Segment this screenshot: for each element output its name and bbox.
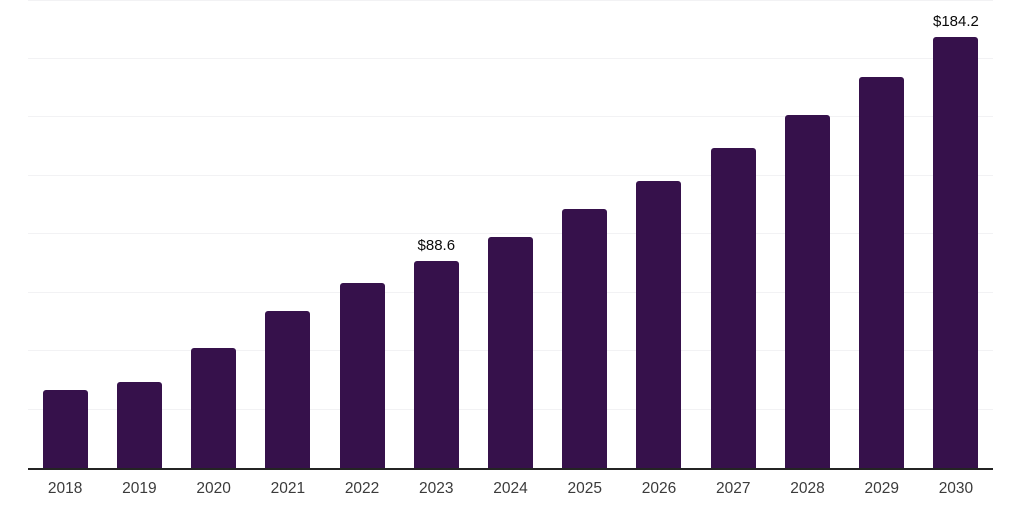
bar-slot (845, 0, 919, 468)
x-tick-label: 2024 (493, 480, 528, 497)
bar-value-label: $184.2 (932, 13, 979, 30)
x-tick-label: 2018 (47, 480, 83, 497)
bar-2026 (636, 181, 682, 468)
x-tick-label: 2027 (715, 480, 751, 497)
bar-slot: $184.2 (919, 0, 993, 468)
bar-2028 (784, 115, 830, 468)
bar-2018 (42, 389, 88, 468)
x-tick-label: 2026 (641, 480, 677, 497)
x-axis-labels: 2018 2019 2020 2021 2022 2023 2024 2025 2026 2027… (28, 481, 993, 497)
grid-line (28, 0, 993, 1)
bar-slot (548, 0, 622, 468)
x-tick-label: 2025 (567, 480, 602, 497)
x-tick-label: 2021 (270, 480, 306, 497)
bar-slot (622, 0, 696, 468)
x-tick-label: 2019 (122, 480, 157, 497)
bar-2021 (265, 311, 311, 468)
bar-slot (102, 0, 176, 468)
bar-2029 (859, 77, 905, 468)
x-tick-label: 2029 (864, 480, 899, 497)
bar-slot (696, 0, 770, 468)
bar-value-label: $88.6 (417, 236, 456, 254)
bar-slot (325, 0, 399, 468)
x-tick-label: 2030 (938, 480, 974, 497)
x-tick-label: 2020 (196, 480, 231, 497)
bar-slot (473, 0, 547, 468)
grid-line (28, 174, 993, 176)
bar-2030 (933, 37, 979, 468)
x-tick-label: 2023 (419, 480, 454, 497)
bar-2022 (339, 283, 385, 468)
bar-2023 (413, 260, 459, 468)
bar-2020 (191, 347, 237, 468)
bar-slot (770, 0, 844, 468)
bar-2025 (562, 209, 608, 468)
x-tick-label: 2022 (344, 480, 380, 497)
bar-2027 (710, 148, 756, 468)
grid-line (28, 116, 993, 117)
bars-container: $88.6 $184.2 (28, 0, 993, 468)
bar-2024 (488, 236, 534, 468)
bar-slot: $88.6 (399, 0, 473, 468)
plot-area: $88.6 $184.2 (28, 0, 993, 470)
x-tick-label: 2028 (790, 480, 825, 497)
bar-slot (176, 0, 250, 468)
grid-line (28, 233, 993, 234)
bar-2019 (116, 381, 162, 468)
bar-slot (251, 0, 325, 468)
bar-slot (28, 0, 102, 468)
grid-line (28, 57, 993, 59)
